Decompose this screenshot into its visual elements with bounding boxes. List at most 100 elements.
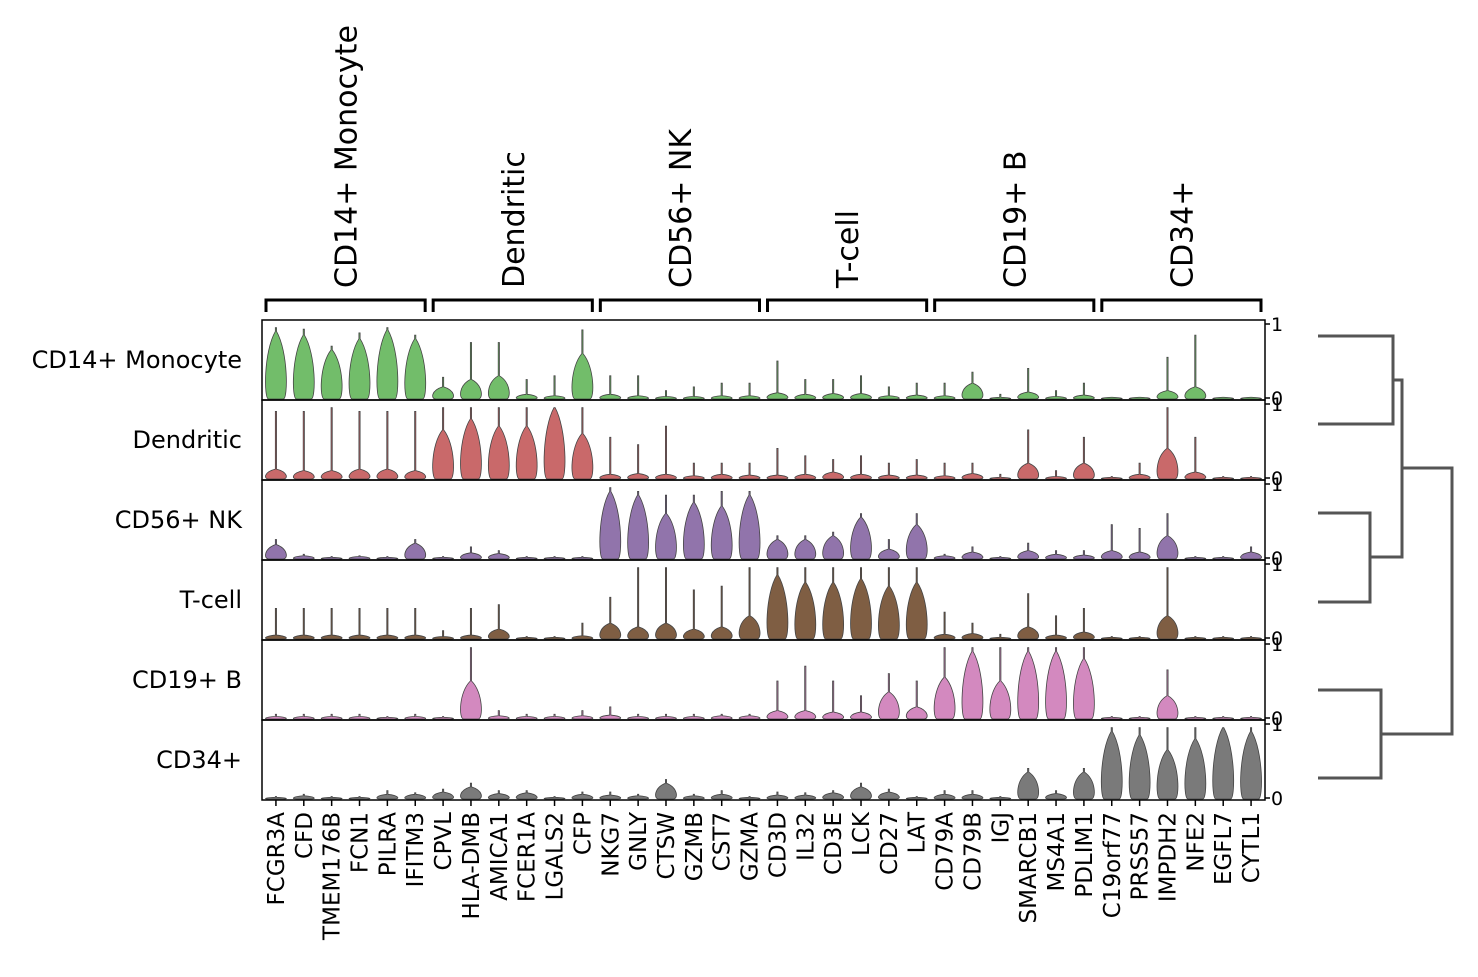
x-tick-label: CD3D bbox=[765, 812, 791, 878]
x-tick-label: LGALS2 bbox=[543, 812, 569, 900]
y-tick-label: 1 bbox=[1271, 634, 1283, 656]
dendrogram-link bbox=[1381, 466, 1454, 736]
violin bbox=[265, 327, 287, 400]
violin bbox=[766, 535, 789, 560]
violin bbox=[543, 796, 566, 800]
group-label: T-cell bbox=[831, 210, 866, 289]
violin bbox=[487, 407, 510, 480]
violin bbox=[627, 444, 649, 480]
violin bbox=[1045, 390, 1067, 400]
x-tick-label: CD79A bbox=[933, 812, 959, 891]
violin bbox=[627, 491, 649, 560]
violin bbox=[543, 636, 566, 640]
x-tick-label: GZMB bbox=[682, 812, 708, 881]
violin bbox=[265, 608, 287, 640]
violin bbox=[543, 375, 566, 400]
x-tick-label: PRSS57 bbox=[1128, 812, 1154, 900]
violin bbox=[571, 622, 594, 640]
violin bbox=[683, 462, 705, 480]
violin bbox=[710, 382, 733, 400]
violin bbox=[850, 782, 872, 800]
violin bbox=[794, 455, 817, 480]
violin bbox=[1045, 615, 1067, 640]
violin bbox=[404, 539, 427, 560]
group-label: CD56+ NK bbox=[664, 128, 699, 288]
violin bbox=[320, 556, 343, 560]
violin bbox=[1017, 768, 1040, 800]
violin bbox=[1073, 647, 1095, 720]
violin bbox=[961, 371, 984, 400]
violin bbox=[487, 790, 510, 800]
violin bbox=[292, 328, 315, 400]
violin bbox=[1184, 556, 1207, 560]
violin bbox=[627, 713, 649, 720]
y-tick-label: 1 bbox=[1271, 314, 1283, 336]
violin bbox=[460, 782, 482, 800]
violin bbox=[1156, 567, 1179, 640]
violin bbox=[1156, 407, 1179, 480]
violin bbox=[1017, 368, 1040, 400]
violin bbox=[878, 462, 900, 480]
violin bbox=[320, 608, 343, 640]
x-tick-label: CFP bbox=[570, 812, 596, 855]
violin bbox=[1240, 476, 1262, 480]
violin bbox=[905, 796, 928, 800]
violin bbox=[1128, 636, 1151, 640]
x-tick-label: CD79B bbox=[960, 812, 986, 891]
violin bbox=[1156, 727, 1179, 800]
violin bbox=[292, 411, 315, 480]
violin bbox=[571, 329, 594, 400]
violin bbox=[905, 513, 928, 560]
violin bbox=[822, 790, 844, 800]
violin bbox=[1240, 727, 1262, 800]
violin bbox=[878, 386, 900, 400]
violin bbox=[961, 462, 984, 480]
group-label: Dendritic bbox=[497, 151, 532, 288]
violin bbox=[683, 589, 705, 640]
x-tick-label: C19orf77 bbox=[1100, 812, 1126, 918]
violin bbox=[348, 411, 371, 480]
violin bbox=[1240, 546, 1262, 560]
violin bbox=[432, 716, 454, 720]
violin bbox=[794, 567, 817, 640]
violin bbox=[1100, 716, 1123, 720]
violin bbox=[933, 382, 956, 400]
violin bbox=[320, 407, 343, 480]
x-tick-label: NFE2 bbox=[1183, 812, 1209, 872]
violin bbox=[432, 407, 454, 480]
violin bbox=[599, 596, 622, 640]
x-tick-label: CTSW bbox=[654, 812, 680, 879]
group-bracket bbox=[1100, 298, 1263, 312]
violin bbox=[432, 376, 454, 400]
x-tick-label: CPVL bbox=[431, 812, 457, 871]
violin bbox=[766, 360, 789, 400]
violin bbox=[933, 790, 956, 800]
violin bbox=[599, 375, 622, 400]
violin bbox=[599, 706, 622, 720]
violin bbox=[1128, 727, 1151, 800]
violin bbox=[794, 379, 817, 400]
violin bbox=[878, 788, 900, 800]
violin bbox=[1184, 716, 1207, 720]
row-label: Dendritic bbox=[133, 426, 243, 454]
violin bbox=[404, 792, 427, 800]
x-tick-label: GNLY bbox=[626, 811, 652, 871]
violin bbox=[822, 379, 844, 400]
violin bbox=[265, 411, 287, 480]
violin bbox=[543, 407, 566, 480]
violin bbox=[1045, 550, 1067, 560]
violin bbox=[1212, 727, 1235, 800]
violin bbox=[1156, 356, 1179, 400]
violin bbox=[1045, 647, 1067, 720]
violin bbox=[376, 790, 399, 800]
violin bbox=[432, 556, 454, 560]
violin bbox=[265, 796, 287, 800]
violin bbox=[1017, 429, 1040, 480]
violin bbox=[1100, 396, 1123, 400]
violin bbox=[1073, 768, 1095, 800]
group-bracket bbox=[766, 298, 929, 312]
x-tick-label: MS4A1 bbox=[1044, 812, 1070, 891]
violin bbox=[292, 793, 315, 800]
x-tick-label: GZMA bbox=[738, 812, 764, 881]
